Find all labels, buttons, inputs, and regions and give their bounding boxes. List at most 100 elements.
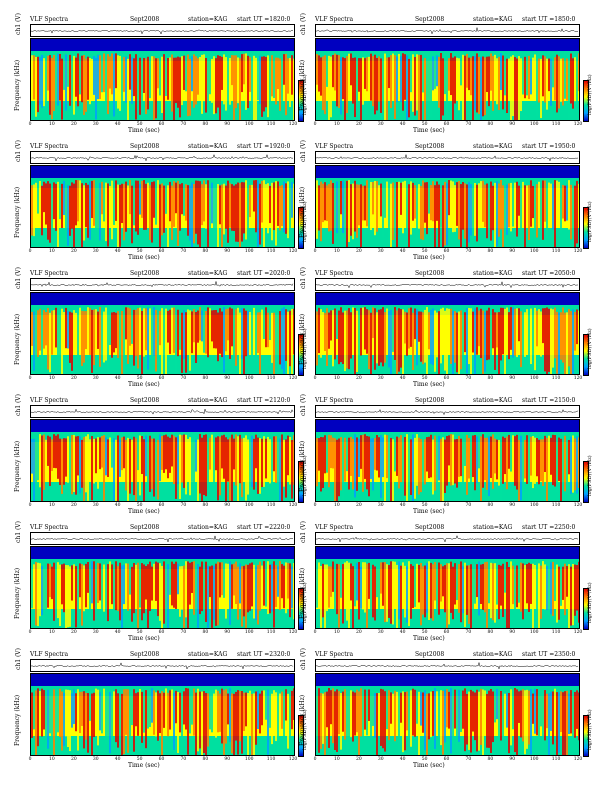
spectrogram-column [384, 562, 386, 623]
panel-station: station=KAG [188, 16, 228, 23]
x-tick-label: 50 [421, 630, 428, 635]
x-tick-label: 0 [313, 249, 317, 254]
spectrogram-column [504, 693, 506, 736]
x-tick-label: 20 [70, 249, 77, 254]
spectrogram-column [556, 435, 558, 493]
spectrogram-column [560, 691, 562, 733]
spectrogram-column [388, 310, 390, 368]
spectrogram-column [322, 56, 324, 111]
spectrogram-column [446, 563, 448, 628]
spectrogram-column [235, 55, 237, 109]
spectrogram-column [265, 57, 267, 108]
spectrogram-column [524, 185, 526, 247]
spectrogram-column [215, 309, 217, 349]
spectrogram-column [181, 312, 183, 373]
spectrogram-column [53, 689, 55, 755]
spectrogram-column [85, 692, 87, 740]
spectrogram-band [31, 166, 294, 178]
spectrogram-column [187, 561, 189, 628]
spectrogram-column [324, 564, 326, 628]
spectrogram-column [211, 565, 213, 628]
spectrogram-column [322, 437, 324, 488]
spectrogram-column [89, 439, 91, 477]
spectrogram-column [570, 53, 572, 104]
spectrogram-column [169, 57, 171, 99]
spectrogram-column [536, 310, 538, 347]
spectrogram-column [95, 565, 97, 619]
spectrogram-column [83, 565, 85, 612]
spectrogram-column [45, 691, 47, 755]
spectrogram-column [249, 57, 251, 92]
spectrogram-column [131, 57, 133, 104]
spectrogram-column [127, 307, 129, 364]
spectrogram-column [358, 691, 360, 755]
spectrogram-column [572, 688, 574, 742]
spectrogram [315, 419, 580, 502]
spectrogram-column [418, 437, 420, 495]
spectrogram-column [213, 693, 215, 735]
spectrogram-column [360, 566, 362, 609]
spectrogram-column [31, 692, 33, 738]
spectrogram-column [99, 182, 101, 241]
spectrogram-column [163, 185, 165, 233]
x-ticks: 0 10 20 30 40 50 60 70 80 90 100 110 120 [313, 248, 583, 256]
spectrogram-column [552, 55, 554, 88]
spectrogram-column [562, 435, 564, 501]
channel-trace-line [316, 27, 579, 35]
spectrogram-column [89, 307, 91, 355]
spectrogram-column [121, 310, 123, 374]
spectrogram-column [432, 181, 434, 222]
spectrogram-column [342, 180, 344, 234]
panel-title: VLF Spectra [30, 16, 69, 23]
spectrogram-column [233, 308, 235, 356]
y-axis-label: Frequency (kHz) [299, 186, 306, 238]
spectrogram-column [45, 563, 47, 612]
spectrogram-column [147, 56, 149, 110]
spectrogram-column [227, 563, 229, 597]
spectrogram-column [334, 438, 336, 501]
spectrogram-column [338, 564, 340, 628]
spectrogram-column [85, 311, 87, 350]
spectrogram-column [239, 563, 241, 604]
spectrogram-column [456, 182, 458, 226]
spectrogram-column [540, 565, 542, 619]
spectrogram-column [478, 183, 480, 229]
panel-station: station=KAG [188, 143, 228, 150]
spectrogram-column [472, 311, 474, 353]
spectrogram-column [285, 439, 287, 498]
x-tick-label: 120 [288, 376, 298, 381]
x-tick-label: 0 [28, 122, 32, 127]
spectrogram-column [520, 562, 522, 612]
spectrogram-column [209, 566, 211, 598]
spectrogram-column [402, 691, 404, 753]
spectrogram-column [261, 309, 263, 344]
spectrogram-column [187, 688, 189, 755]
spectrogram-column [424, 182, 426, 223]
spectrogram-column [145, 690, 147, 749]
spectrogram-image [31, 166, 294, 247]
spectrogram-column [478, 56, 480, 115]
spectrogram-column [123, 436, 125, 469]
spectrogram-column [247, 310, 249, 356]
spectrogram-column [205, 692, 207, 755]
spectrogram-column [510, 307, 512, 350]
spectrogram-column [454, 311, 456, 363]
channel-trace-line [316, 661, 579, 670]
spectrogram-column [59, 53, 61, 101]
spectrogram-column [281, 691, 283, 729]
spectrogram-column [73, 55, 75, 115]
spectrogram-column [380, 309, 382, 363]
spectrogram-column [348, 53, 350, 95]
spectrogram-column [115, 561, 117, 611]
spectrogram-column [552, 309, 554, 368]
spectrogram-column [576, 309, 578, 345]
x-tick-label: 70 [465, 503, 472, 508]
spectrogram-column [538, 309, 540, 347]
spectrogram-column [414, 437, 416, 499]
spectrogram-column [512, 307, 514, 358]
spectrogram-column [119, 55, 121, 111]
spectrogram-column [215, 183, 217, 238]
spectrogram-column [530, 180, 532, 227]
spectrogram-column [392, 561, 394, 625]
x-tick-label: 80 [202, 757, 209, 762]
